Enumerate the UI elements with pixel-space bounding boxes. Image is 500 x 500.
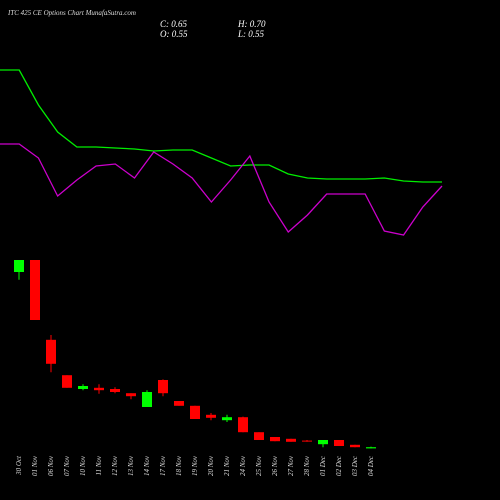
open-label: O: 0.55	[160, 29, 188, 39]
close-label: C: 0.65	[160, 19, 188, 29]
x-tick-label: 02 Dec	[335, 455, 343, 476]
candle-body	[206, 414, 216, 418]
candle-body	[94, 387, 104, 391]
x-tick-label: 27 Nov	[287, 455, 295, 476]
x-tick-label: 01 Dec	[319, 455, 327, 476]
candle-body	[126, 393, 136, 397]
indicator-line	[0, 69, 442, 183]
candle-body	[142, 392, 152, 407]
x-tick-label: 10 Nov	[79, 455, 87, 476]
x-tick-label: 18 Nov	[175, 455, 183, 476]
candle-body	[158, 380, 168, 394]
candle-body	[222, 417, 232, 421]
x-tick-label: 12 Nov	[111, 455, 119, 476]
candle-body	[318, 440, 328, 445]
indicator-line	[0, 143, 443, 236]
x-tick-label: 06 Nov	[47, 455, 55, 476]
high-label: H: 0.70	[237, 19, 266, 29]
candle-body	[62, 375, 72, 388]
candle-body	[254, 432, 264, 440]
x-tick-label: 26 Nov	[271, 455, 279, 476]
candle-body	[334, 440, 344, 446]
x-tick-label: 01 Nov	[31, 455, 39, 476]
candle-body	[270, 437, 280, 442]
x-tick-label: 07 Nov	[63, 455, 71, 476]
candle-body	[190, 405, 200, 419]
candle-body	[366, 447, 376, 449]
x-tick-label: 13 Nov	[127, 455, 135, 476]
candle-body	[46, 339, 56, 364]
candle-body	[110, 389, 120, 392]
candle-body	[174, 401, 184, 406]
candle-body	[286, 438, 296, 442]
x-tick-label: 17 Nov	[159, 455, 167, 476]
candle-body	[238, 417, 248, 433]
candle-body	[302, 440, 312, 442]
x-tick-label: 03 Dec	[351, 455, 359, 476]
x-tick-label: 28 Nov	[303, 455, 311, 476]
x-tick-label: 14 Nov	[143, 455, 151, 476]
candle-body	[350, 444, 360, 448]
candle-body	[14, 260, 24, 272]
x-tick-label: 30 Oct	[15, 455, 23, 476]
x-tick-label: 25 Nov	[255, 455, 263, 476]
candle-body	[78, 386, 88, 389]
x-tick-label: 11 Nov	[95, 455, 103, 475]
x-tick-label: 04 Dec	[367, 455, 375, 476]
chart-title: ITC 425 CE Options Chart MunafaSutra.com	[7, 9, 136, 17]
x-tick-label: 20 Nov	[207, 455, 215, 476]
low-label: L: 0.55	[237, 29, 265, 39]
x-tick-label: 21 Nov	[223, 455, 231, 476]
x-tick-label: 19 Nov	[191, 455, 199, 476]
x-tick-label: 24 Nov	[239, 455, 247, 476]
candle-body	[30, 260, 40, 320]
